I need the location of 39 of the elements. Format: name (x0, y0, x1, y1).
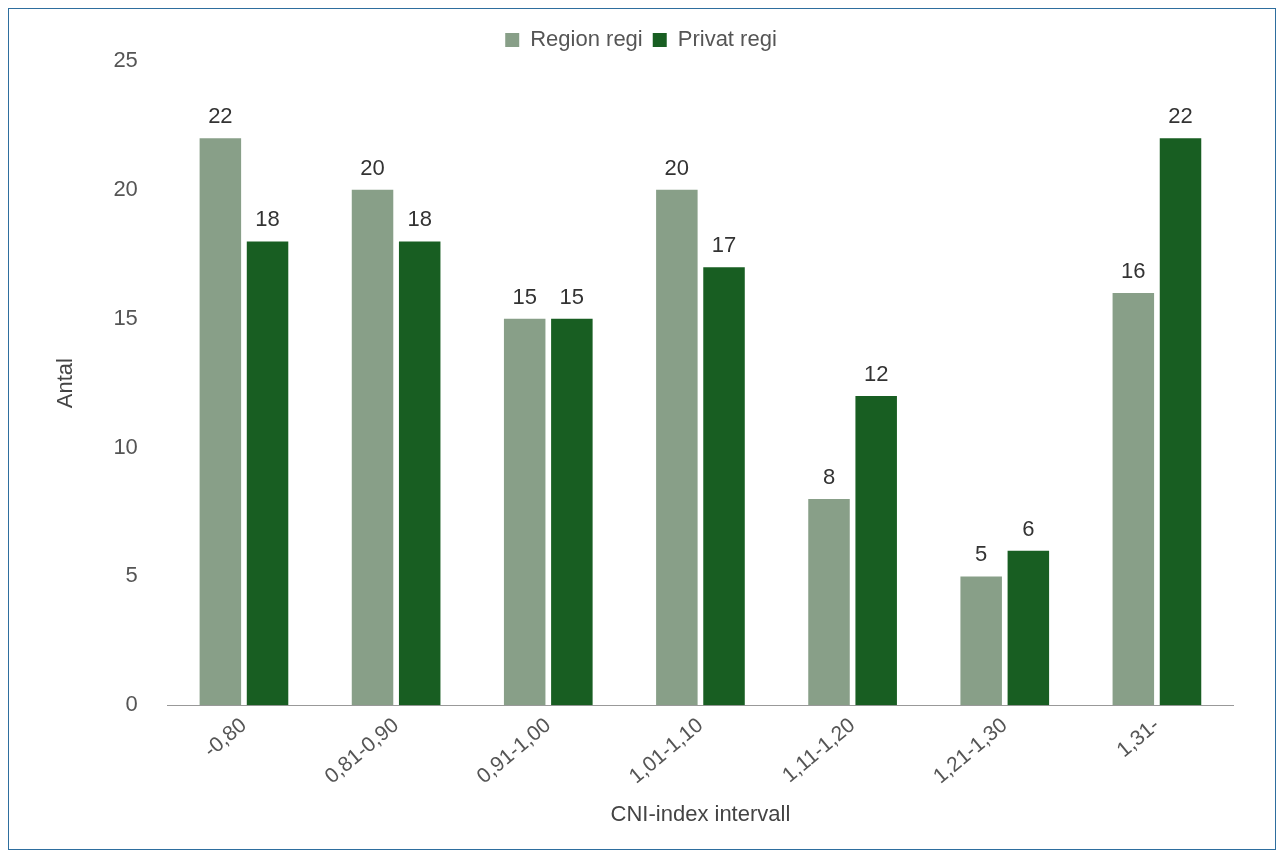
bar (1007, 550, 1050, 706)
data-label: 18 (255, 206, 280, 232)
y-tick-label: 25 (113, 47, 138, 73)
bar (246, 241, 289, 706)
data-label: 17 (711, 232, 737, 258)
y-axis-title: Antal (52, 358, 78, 409)
y-tick-label: 10 (113, 433, 138, 459)
bar (398, 241, 441, 706)
data-label: 5 (975, 541, 988, 567)
bar (960, 576, 1002, 706)
data-label: 20 (664, 154, 690, 180)
data-label: 18 (407, 206, 432, 232)
bar (551, 318, 593, 706)
data-label: 6 (1022, 515, 1035, 541)
data-label: 12 (863, 361, 889, 387)
data-label: 8 (822, 464, 836, 490)
legend-label: Region regi (530, 26, 643, 52)
data-label: 16 (1121, 257, 1146, 283)
legend-label: Privat regi (677, 26, 777, 52)
y-tick-label: 5 (125, 562, 138, 588)
data-label: 22 (208, 103, 233, 129)
bar (656, 189, 698, 706)
data-label: 15 (512, 283, 537, 309)
bar (503, 318, 546, 706)
data-label: 22 (1168, 103, 1193, 129)
bar (808, 499, 850, 706)
bar (1112, 292, 1155, 706)
x-tick-label: 1,31- (1111, 712, 1164, 762)
bar (855, 396, 897, 706)
x-axis-title: CNI-index intervall (610, 800, 791, 826)
bar (1159, 138, 1202, 706)
bar (199, 138, 242, 706)
y-tick-label: 15 (113, 304, 138, 330)
y-tick-label: 20 (113, 175, 138, 201)
bar (351, 189, 394, 706)
data-label: 15 (559, 283, 585, 309)
data-label: 20 (360, 154, 385, 180)
y-tick-label: 0 (125, 691, 138, 717)
bar (703, 267, 745, 706)
